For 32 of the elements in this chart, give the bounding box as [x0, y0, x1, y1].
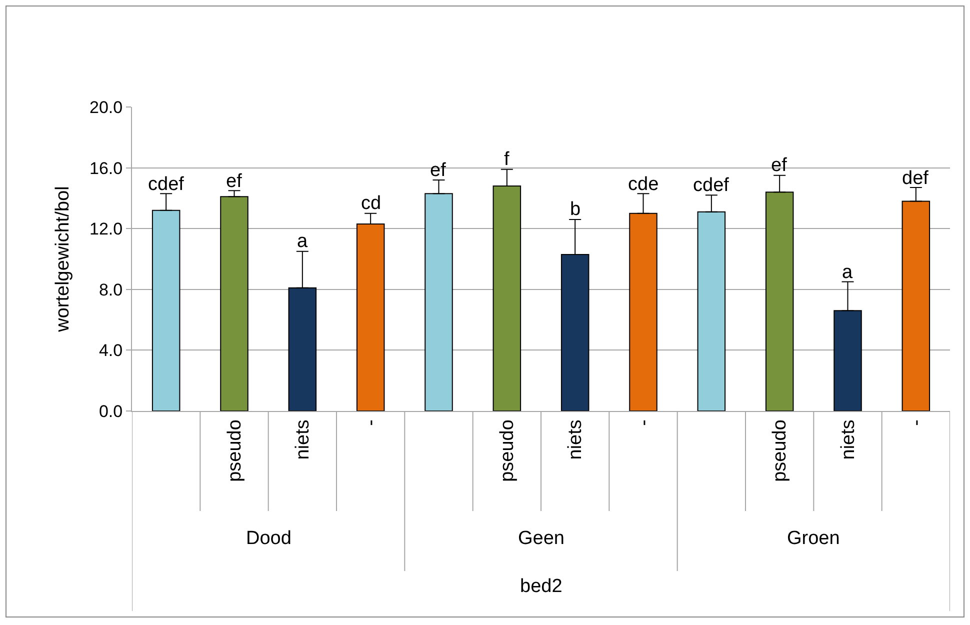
- y-tick-label: 12.0: [90, 220, 123, 239]
- y-tick-label: 20.0: [90, 98, 123, 117]
- data-label: cdef: [693, 175, 730, 196]
- data-label: a: [842, 262, 853, 283]
- data-label: cde: [628, 174, 659, 195]
- text: Groen: [787, 528, 840, 549]
- x-tick-label: pseudo: [770, 420, 791, 482]
- data-label: cd: [361, 193, 382, 214]
- x-tick-label: -: [360, 420, 382, 426]
- data-label: a: [297, 231, 308, 252]
- data-label: ef: [226, 171, 243, 192]
- y-axis-title: wortelgewicht/bol: [52, 186, 74, 333]
- x-tick-label: -: [633, 420, 654, 426]
- data-label: ef: [430, 160, 447, 181]
- y-tick-label: 4.0: [98, 341, 123, 360]
- data-label: b: [570, 199, 581, 220]
- text: Dood: [246, 528, 292, 549]
- text: Geen: [518, 528, 564, 549]
- x-tick-label: -: [906, 420, 928, 426]
- data-label: ef: [771, 155, 788, 176]
- y-tick-label: 0.0: [98, 402, 123, 421]
- x-tick-label: pseudo: [224, 420, 246, 482]
- x-tick-label: niets: [565, 420, 586, 460]
- y-tick-label: 8.0: [98, 280, 123, 300]
- x-axis-title: bed2: [520, 576, 562, 597]
- x-tick-label: pseudo: [497, 420, 518, 482]
- x-tick-label: niets: [838, 420, 859, 460]
- x-tick-label: niets: [292, 420, 314, 460]
- data-label: def: [902, 168, 930, 189]
- y-tick-label: 16.0: [90, 158, 123, 178]
- data-label: cdef: [148, 174, 185, 195]
- data-label: f: [504, 149, 510, 170]
